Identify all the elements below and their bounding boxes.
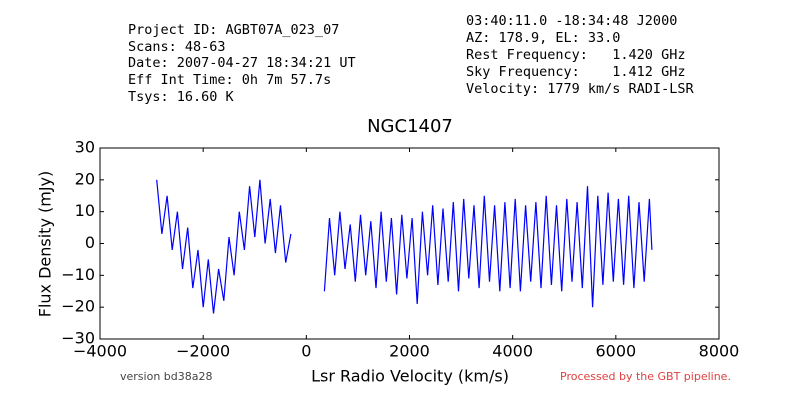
x-tick-label: 8000 [699, 342, 740, 361]
header: Project ID: AGBT07A_023_07 Scans: 48-63 … [128, 13, 694, 105]
y-axis-label: Flux Density (mJy) [36, 171, 55, 318]
header-line: Rest Frequency: 1.420 GHz [466, 47, 685, 63]
y-tick-label: −20 [61, 297, 95, 316]
x-tick-label: −2000 [176, 342, 230, 361]
y-tick-label: 30 [75, 138, 95, 157]
header-line: Tsys: 16.60 K [128, 89, 235, 105]
header-line: AZ: 178.9, EL: 33.0 [466, 30, 620, 46]
header-line: Project ID: AGBT07A_023_07 [128, 22, 339, 38]
chart-title: NGC1407 [367, 116, 453, 137]
x-tick-label: −4000 [73, 342, 127, 361]
y-tick-label: −30 [61, 329, 95, 348]
x-tick-label: 4000 [492, 342, 533, 361]
y-tick-label: 0 [85, 233, 95, 252]
x-tick-label: 0 [301, 342, 311, 361]
header-line: Scans: 48-63 [128, 39, 226, 55]
header-line: Velocity: 1779 km/s RADI-LSR [466, 81, 694, 97]
axes-frame [99, 147, 720, 340]
plot: −4000 −2000 0 2000 4000 6000 8000 −30 −20 −10 0 10 2… [61, 138, 739, 361]
version: version bd38a28 [120, 370, 213, 383]
y-tick-label: 10 [75, 201, 95, 220]
y-tick-label: −10 [61, 265, 95, 284]
y-tick-label: 20 [75, 169, 95, 188]
x-axis-label: Lsr Radio Velocity (km/s) [311, 367, 509, 386]
header-line: Date: 2007-04-27 18:34:21 UT [128, 55, 356, 71]
x-tick-label: 6000 [595, 342, 636, 361]
spectrum-line [156, 179, 653, 314]
x-tick-label: 2000 [389, 342, 430, 361]
header-line: 03:40:11.0 -18:34:48 J2000 [466, 13, 677, 29]
pipeline-note: Processed by the GBT pipeline. [560, 370, 731, 383]
header-line: Sky Frequency: 1.412 GHz [466, 64, 685, 80]
header-line: Eff Int Time: 0h 7m 57.7s [128, 72, 331, 88]
